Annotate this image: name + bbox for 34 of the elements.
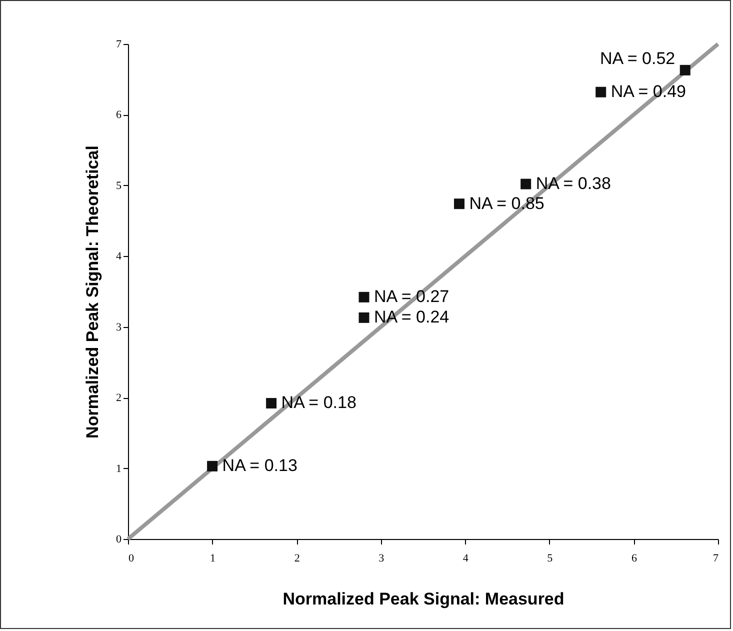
annotation: NA = 0.85: [469, 194, 544, 213]
x-tick-label: 2: [294, 552, 300, 564]
annotation: NA = 0.13: [222, 456, 298, 476]
annotation: NA = 0.18: [281, 393, 356, 412]
point: [596, 86, 606, 98]
x-tick-label: 4: [462, 552, 469, 564]
x-tick-label: 7: [713, 552, 719, 564]
x-tick-label: 0: [128, 552, 134, 564]
y-axis-title: Normalized Peak Signal: Theoretical: [83, 146, 102, 438]
annotation: NA = 0.52: [600, 49, 676, 68]
x-tick-label: 6: [631, 552, 638, 564]
y-tick-label: 2: [116, 392, 122, 404]
point: [266, 398, 277, 408]
y-tick-label: 3: [116, 321, 122, 334]
y-tick-label: 6: [116, 109, 122, 122]
point: [358, 292, 370, 302]
annotation: NA = 0.49: [610, 82, 686, 102]
point: [680, 64, 690, 76]
y-tick-label: 4: [116, 250, 122, 263]
point: [358, 312, 370, 323]
point: [520, 178, 532, 190]
annotation: NA = 0.27: [374, 287, 450, 306]
y-tick-label: 1: [116, 462, 122, 475]
y-tick-label: 0: [116, 534, 122, 546]
y-tick-label: 7: [116, 38, 122, 50]
point: [454, 198, 464, 210]
x-tick-label: 1: [210, 552, 216, 564]
annotation: NA = 0.24: [374, 308, 450, 327]
y-tick-label: 5: [116, 180, 122, 192]
annotation: NA = 0.38: [536, 174, 611, 194]
x-axis-title: Normalized Peak Signal: Measured: [282, 590, 564, 608]
x-tick-label: 3: [378, 552, 385, 564]
point: [207, 460, 218, 472]
x-tick-label: 5: [547, 552, 554, 564]
